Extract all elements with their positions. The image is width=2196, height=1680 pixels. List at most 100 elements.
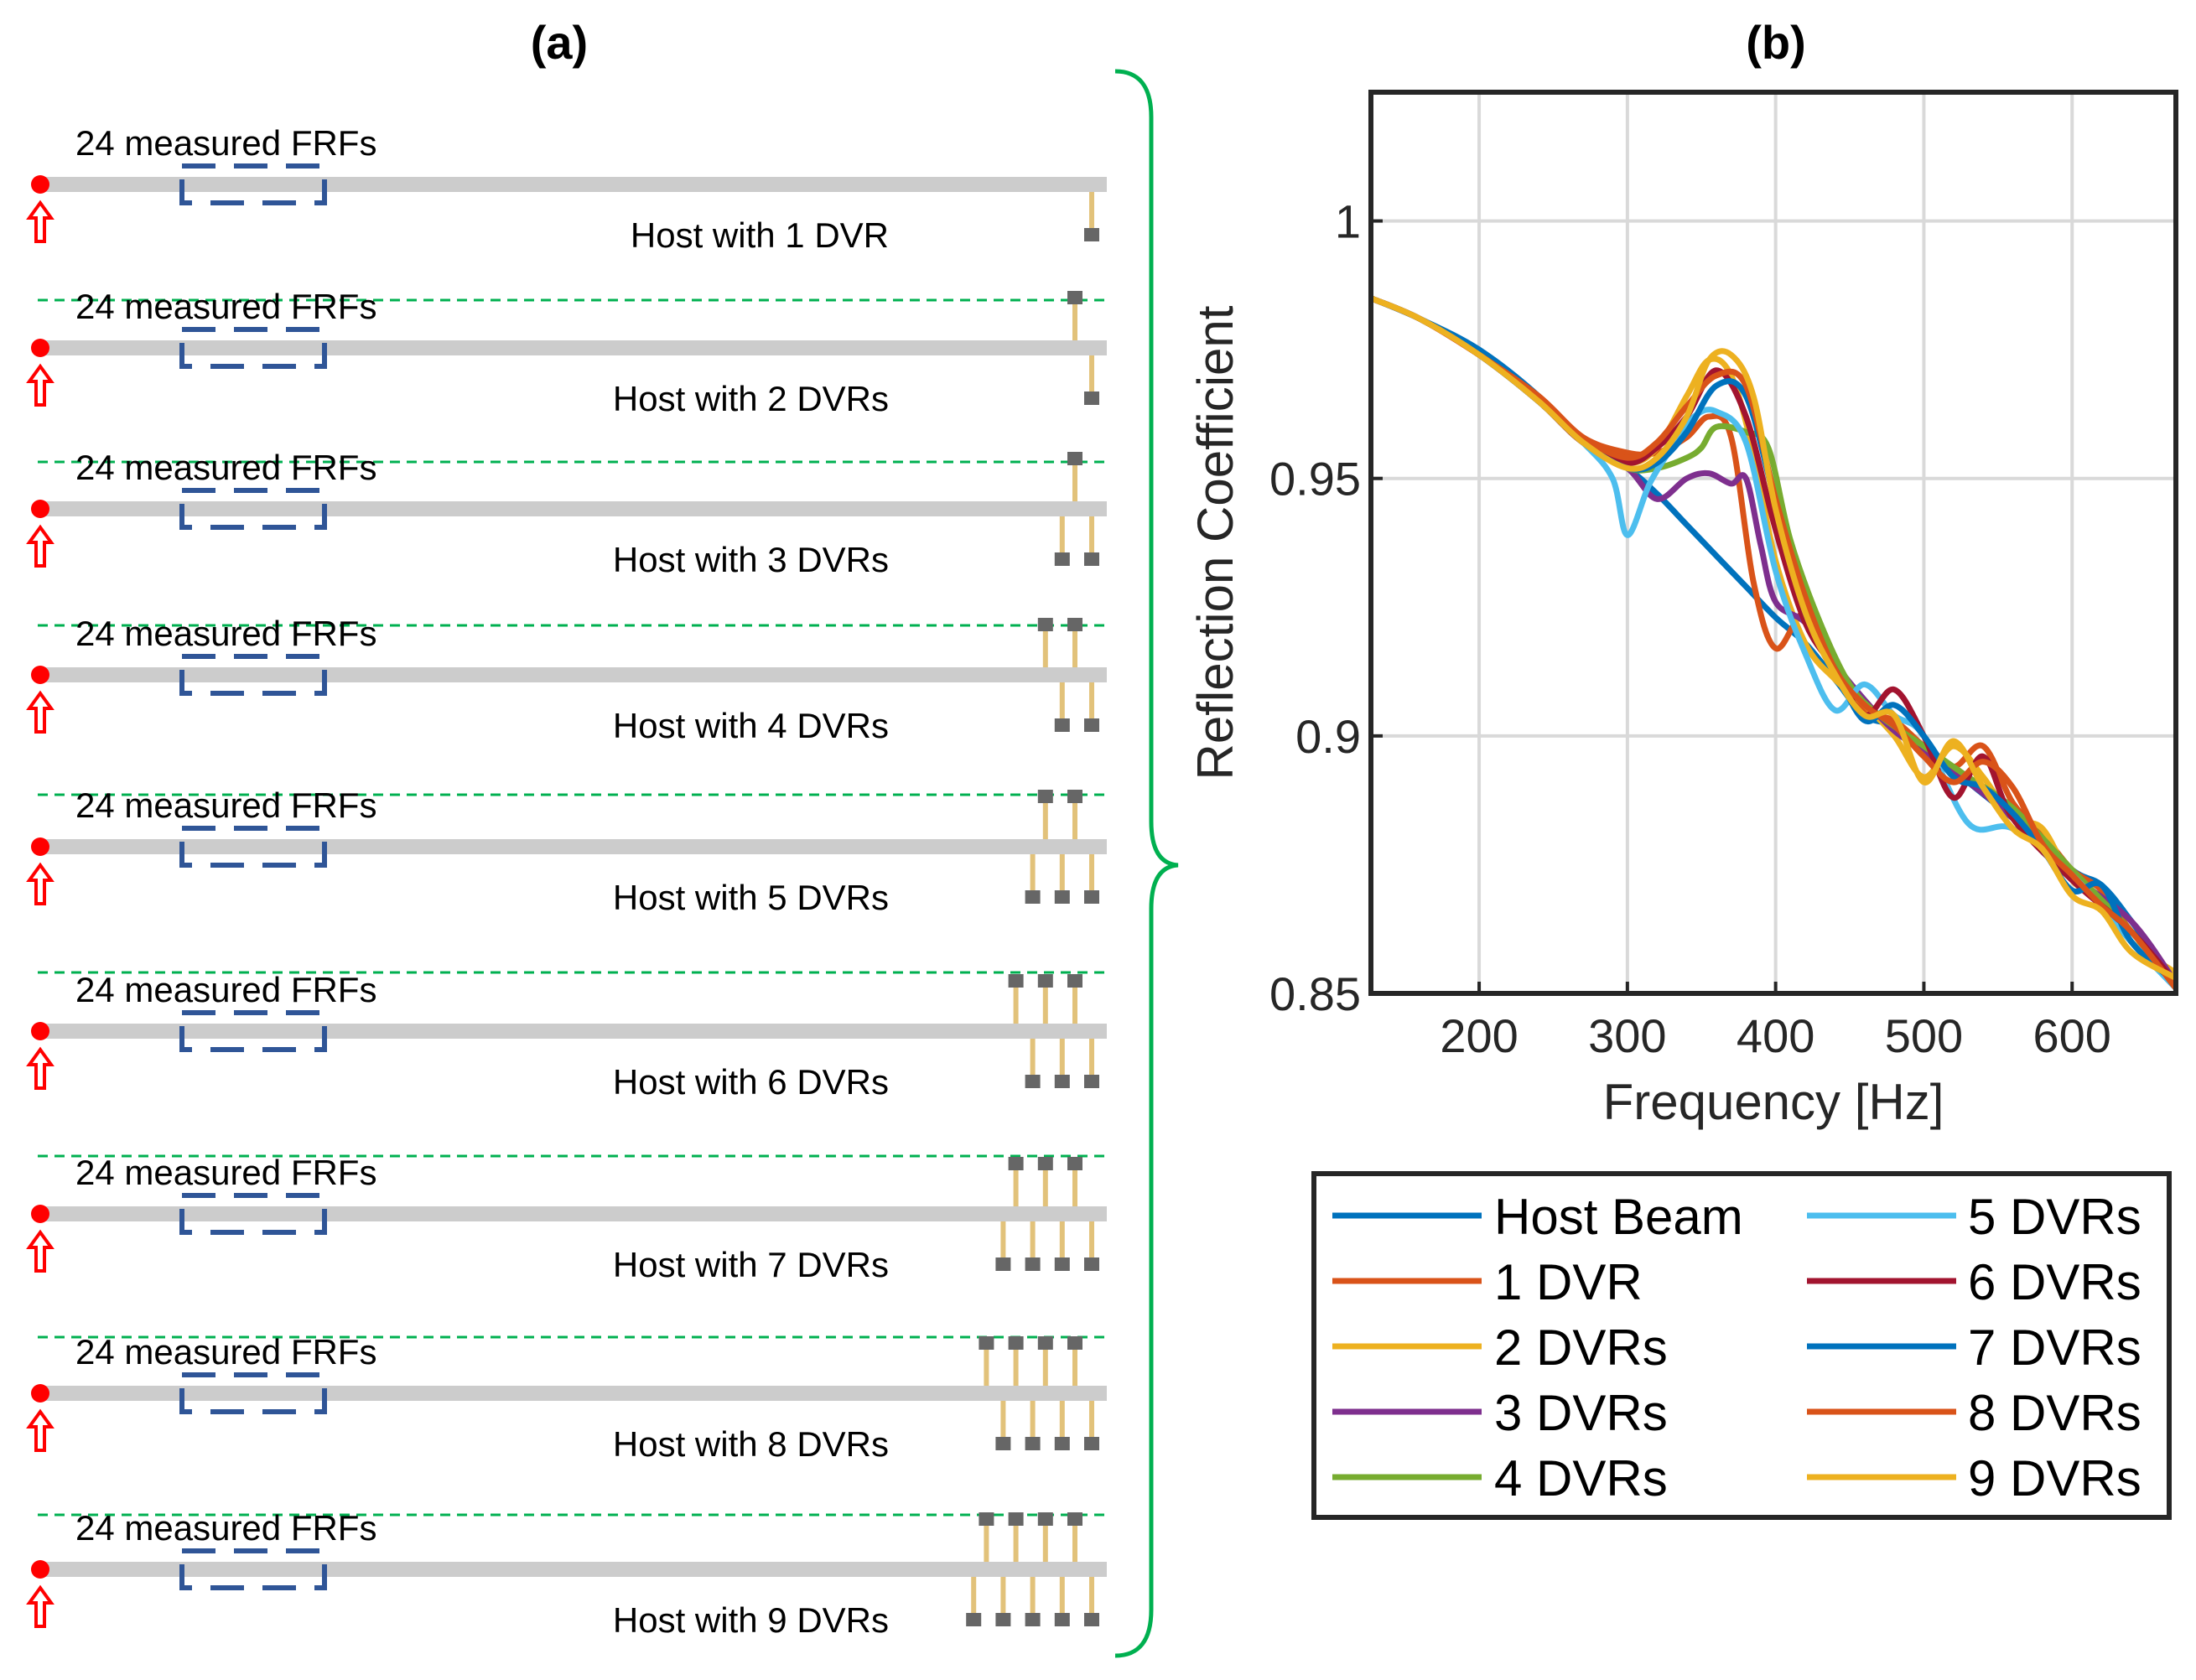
sensor-region-box bbox=[179, 826, 327, 868]
excitation-point bbox=[31, 1022, 49, 1040]
excitation-point bbox=[31, 837, 49, 856]
dvr-mass bbox=[1054, 890, 1070, 904]
host-label: Host with 5 DVRs bbox=[613, 878, 889, 917]
beam-row: 24 measured FRFs Host with 9 DVRs bbox=[26, 1508, 1107, 1640]
dvr-mass bbox=[1037, 790, 1053, 803]
dvr-mass bbox=[1067, 618, 1082, 631]
y-tick-label: 0.9 bbox=[1295, 710, 1361, 763]
legend-entry: 9 DVRs bbox=[1968, 1450, 2141, 1506]
legend-entry: 3 DVRs bbox=[1494, 1385, 1668, 1441]
dvr-mass bbox=[1025, 1613, 1041, 1626]
dvr-mass bbox=[995, 1613, 1011, 1626]
host-beam bbox=[38, 1024, 1107, 1039]
dvr-mass bbox=[1084, 1437, 1099, 1450]
plot-frame bbox=[1368, 90, 2178, 996]
beam-row: 24 measured FRFs Host with 6 DVRs bbox=[26, 970, 1107, 1102]
frf-label: 24 measured FRFs bbox=[75, 970, 376, 1009]
dvr-mass bbox=[966, 1613, 982, 1626]
dvr-mass bbox=[1054, 1075, 1070, 1088]
dvr-mass bbox=[1037, 974, 1053, 988]
dvr-mass bbox=[1054, 1437, 1070, 1450]
beam-schematic-panel: 24 measured FRFs Host with 1 DVR 24 measur… bbox=[26, 123, 1111, 1640]
dvr-mass bbox=[1067, 452, 1082, 465]
green-brace bbox=[1114, 69, 1179, 1658]
host-beam bbox=[38, 1562, 1107, 1577]
frf-label: 24 measured FRFs bbox=[75, 1153, 376, 1192]
legend-entry: 4 DVRs bbox=[1494, 1450, 1668, 1506]
series-line-6-dvrs bbox=[1371, 295, 2176, 987]
host-label: Host with 8 DVRs bbox=[613, 1424, 889, 1464]
dvr-mass bbox=[979, 1512, 994, 1526]
frf-label: 24 measured FRFs bbox=[75, 123, 376, 163]
host-label: Host with 9 DVRs bbox=[613, 1600, 889, 1640]
dvr-mass bbox=[1084, 391, 1099, 405]
sensor-region-box bbox=[179, 163, 327, 205]
excitation-point bbox=[31, 500, 49, 518]
legend-entry: 6 DVRs bbox=[1968, 1254, 2141, 1310]
excitation-point bbox=[31, 1205, 49, 1223]
sensor-region-box bbox=[179, 1372, 327, 1414]
excitation-point bbox=[31, 1384, 49, 1403]
dvr-mass bbox=[1067, 1157, 1082, 1170]
excitation-arrow-icon bbox=[26, 1229, 55, 1273]
host-label: Host with 4 DVRs bbox=[613, 706, 889, 745]
sensor-region-box bbox=[179, 1010, 327, 1052]
excitation-arrow-icon bbox=[26, 524, 55, 568]
beam-row: 24 measured FRFs Host with 4 DVRs bbox=[26, 614, 1107, 745]
sensor-region-box bbox=[179, 1548, 327, 1590]
beam-row: 24 measured FRFs Host with 2 DVRs bbox=[26, 287, 1107, 418]
host-beam bbox=[38, 340, 1107, 355]
x-tick-label: 600 bbox=[2033, 1009, 2111, 1062]
dvr-mass bbox=[1054, 552, 1070, 566]
host-label: Host with 1 DVR bbox=[631, 215, 889, 255]
x-axis-label: Frequency [Hz] bbox=[1603, 1074, 1944, 1130]
y-tick-label: 0.95 bbox=[1269, 453, 1361, 506]
dvr-mass bbox=[1008, 1512, 1024, 1526]
series-line-9-dvrs bbox=[1371, 295, 2176, 982]
excitation-arrow-icon bbox=[26, 363, 55, 407]
dvr-mass bbox=[1067, 790, 1082, 803]
dvr-mass bbox=[1084, 228, 1099, 241]
x-tick-label: 400 bbox=[1737, 1009, 1814, 1062]
dvr-mass bbox=[1054, 1257, 1070, 1271]
host-label: Host with 2 DVRs bbox=[613, 379, 889, 418]
x-tick-label: 500 bbox=[1885, 1009, 1963, 1062]
series-lines bbox=[1371, 295, 2176, 992]
excitation-arrow-icon bbox=[26, 1046, 55, 1090]
dvr-mass bbox=[1008, 974, 1024, 988]
dvr-mass bbox=[1037, 1336, 1053, 1350]
legend-entry: 2 DVRs bbox=[1494, 1320, 1668, 1376]
frf-label: 24 measured FRFs bbox=[75, 1332, 376, 1371]
host-label: Host with 6 DVRs bbox=[613, 1062, 889, 1102]
dvr-mass bbox=[1084, 890, 1099, 904]
dvr-mass bbox=[1054, 1613, 1070, 1626]
legend-entry: 8 DVRs bbox=[1968, 1385, 2141, 1441]
host-beam bbox=[38, 501, 1107, 516]
y-tick-label: 1 bbox=[1335, 195, 1361, 248]
series-line-8-dvrs bbox=[1371, 295, 2176, 992]
excitation-arrow-icon bbox=[26, 1408, 55, 1452]
dvr-mass bbox=[1037, 618, 1053, 631]
host-beam bbox=[38, 667, 1107, 682]
beam-row: 24 measured FRFs Host with 7 DVRs bbox=[26, 1153, 1107, 1284]
sensor-region-box bbox=[179, 488, 327, 530]
sensor-region-box bbox=[179, 654, 327, 696]
dvr-mass bbox=[979, 1336, 994, 1350]
dvr-mass bbox=[1084, 552, 1099, 566]
dvr-mass bbox=[995, 1257, 1011, 1271]
legend-entry: 5 DVRs bbox=[1968, 1189, 2141, 1245]
beam-row: 24 measured FRFs Host with 3 DVRs bbox=[26, 448, 1107, 579]
dvr-mass bbox=[1008, 1336, 1024, 1350]
excitation-point bbox=[31, 175, 49, 194]
host-label: Host with 7 DVRs bbox=[613, 1245, 889, 1284]
excitation-arrow-icon bbox=[26, 862, 55, 905]
dvr-mass bbox=[1084, 1257, 1099, 1271]
excitation-arrow-icon bbox=[26, 690, 55, 734]
dvr-mass bbox=[1054, 718, 1070, 732]
y-tick-label: 0.85 bbox=[1269, 967, 1361, 1020]
excitation-point bbox=[31, 666, 49, 684]
dvr-mass bbox=[1067, 974, 1082, 988]
panel-b-label: (b) bbox=[1746, 16, 1806, 69]
host-beam bbox=[38, 177, 1107, 192]
